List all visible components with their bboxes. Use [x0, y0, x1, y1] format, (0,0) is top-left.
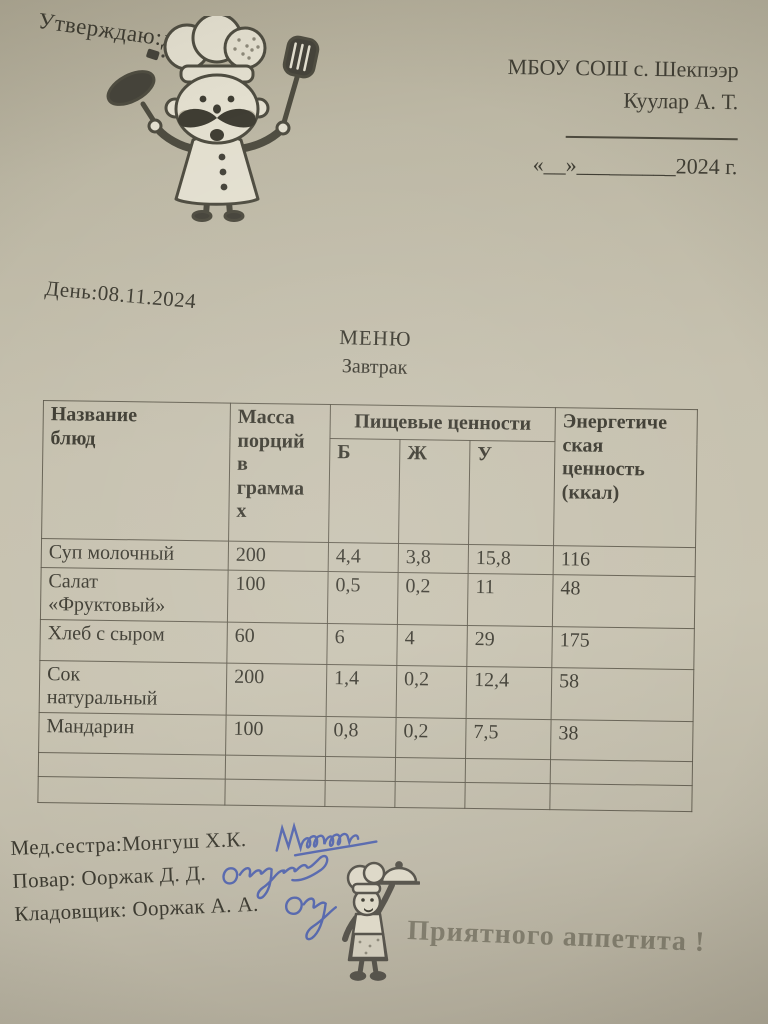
table-cell — [464, 782, 551, 810]
table-cell — [395, 757, 466, 783]
nurse-signature-label: Мед.сестра:Монгуш Х.К. — [10, 826, 247, 860]
table-cell — [549, 783, 693, 812]
table-cell: 15,8 — [468, 544, 554, 575]
table-cell: 200 — [228, 541, 329, 572]
table-cell: Хлеб с сыром — [39, 619, 228, 663]
signature-rule-line — [565, 135, 738, 141]
table-cell: 116 — [553, 545, 696, 577]
table-cell — [324, 780, 396, 808]
table-cell — [465, 758, 551, 784]
table-cell: 100 — [227, 569, 329, 624]
cook-signature-label: Повар: Ооржак Д. Д. — [12, 860, 207, 893]
table-cell: 6 — [326, 623, 398, 666]
table-cell: 175 — [551, 626, 695, 670]
table-cell: 0,5 — [327, 571, 399, 625]
table-cell: 48 — [552, 574, 696, 629]
table-cell — [394, 781, 466, 809]
table-cell: 7,5 — [465, 718, 552, 760]
table-cell: 29 — [466, 625, 553, 668]
table-cell: 0,8 — [325, 716, 397, 758]
table-cell: 38 — [550, 719, 694, 762]
table-cell: Мандарин — [38, 712, 227, 756]
table-cell: 100 — [225, 715, 327, 757]
table-cell: 1,4 — [326, 664, 397, 718]
col-header-nutrition-group: Пищевые ценности — [329, 404, 556, 442]
table-cell: 4,4 — [328, 542, 399, 573]
director-name: Куулар А. Т. — [623, 87, 739, 115]
menu-table: Название блюд Масса порций в грамма х Пи… — [37, 400, 698, 812]
approval-header-block: МБОУ СОШ с. Шекпээр Куулар А. Т. «__»___… — [417, 50, 739, 183]
meal-subtitle: Завтрак — [341, 355, 408, 379]
col-header-fat: Ж — [398, 439, 470, 545]
col-header-carbs: У — [468, 440, 555, 546]
school-name: МБОУ СОШ с. Шекпээр — [507, 54, 739, 83]
table-cell: 60 — [226, 621, 328, 665]
cook-handwritten-signature — [214, 842, 343, 909]
col-header-dish-name: Название блюд — [41, 400, 231, 542]
col-header-protein: Б — [328, 438, 400, 544]
nurse-handwritten-signature — [271, 812, 384, 865]
table-cell: 58 — [551, 667, 694, 722]
table-cell: 4 — [396, 624, 468, 667]
col-header-energy: Энергетиче ская ценность (ккал) — [553, 407, 698, 548]
chef-with-pan-and-spatula-icon — [95, 16, 337, 222]
table-cell: 3,8 — [398, 543, 469, 574]
table-cell: Сок натуральный — [39, 660, 227, 716]
table-cell — [325, 756, 396, 782]
table-cell — [224, 779, 326, 807]
table-cell: Салат «Фруктовый» — [40, 567, 229, 622]
table-row: Сок натуральный 200 1,4 0,2 12,4 58 — [39, 660, 694, 722]
table-row: Салат «Фруктовый» 100 0,5 0,2 11 48 — [40, 567, 696, 629]
table-cell: 200 — [226, 662, 327, 717]
table-header-row: Название блюд Масса порций в грамма х Пи… — [41, 400, 698, 548]
date-blank-line: «__»_________2024 г. — [532, 151, 738, 179]
day-date-line: День:08.11.2024 — [43, 276, 198, 314]
table-cell: 0,2 — [397, 572, 469, 626]
page-title: МЕНЮ — [338, 325, 412, 351]
menu-title-block: МЕНЮ Завтрак — [174, 321, 575, 384]
bon-appetit-text: Приятного аппетита ! — [406, 915, 706, 958]
table-cell: 0,2 — [395, 717, 467, 759]
storekeeper-handwritten-signature — [277, 881, 354, 946]
table-cell: Суп молочный — [41, 538, 229, 570]
chef-with-cloche-icon — [322, 858, 420, 994]
table-cell — [550, 759, 693, 786]
table-cell — [225, 755, 326, 781]
col-header-portion-mass: Масса порций в грамма х — [228, 403, 331, 543]
table-cell — [37, 776, 226, 806]
table-cell — [38, 752, 226, 780]
table-cell: 12,4 — [466, 666, 552, 720]
table-cell: 0,2 — [396, 665, 467, 719]
table-cell: 11 — [467, 573, 554, 627]
